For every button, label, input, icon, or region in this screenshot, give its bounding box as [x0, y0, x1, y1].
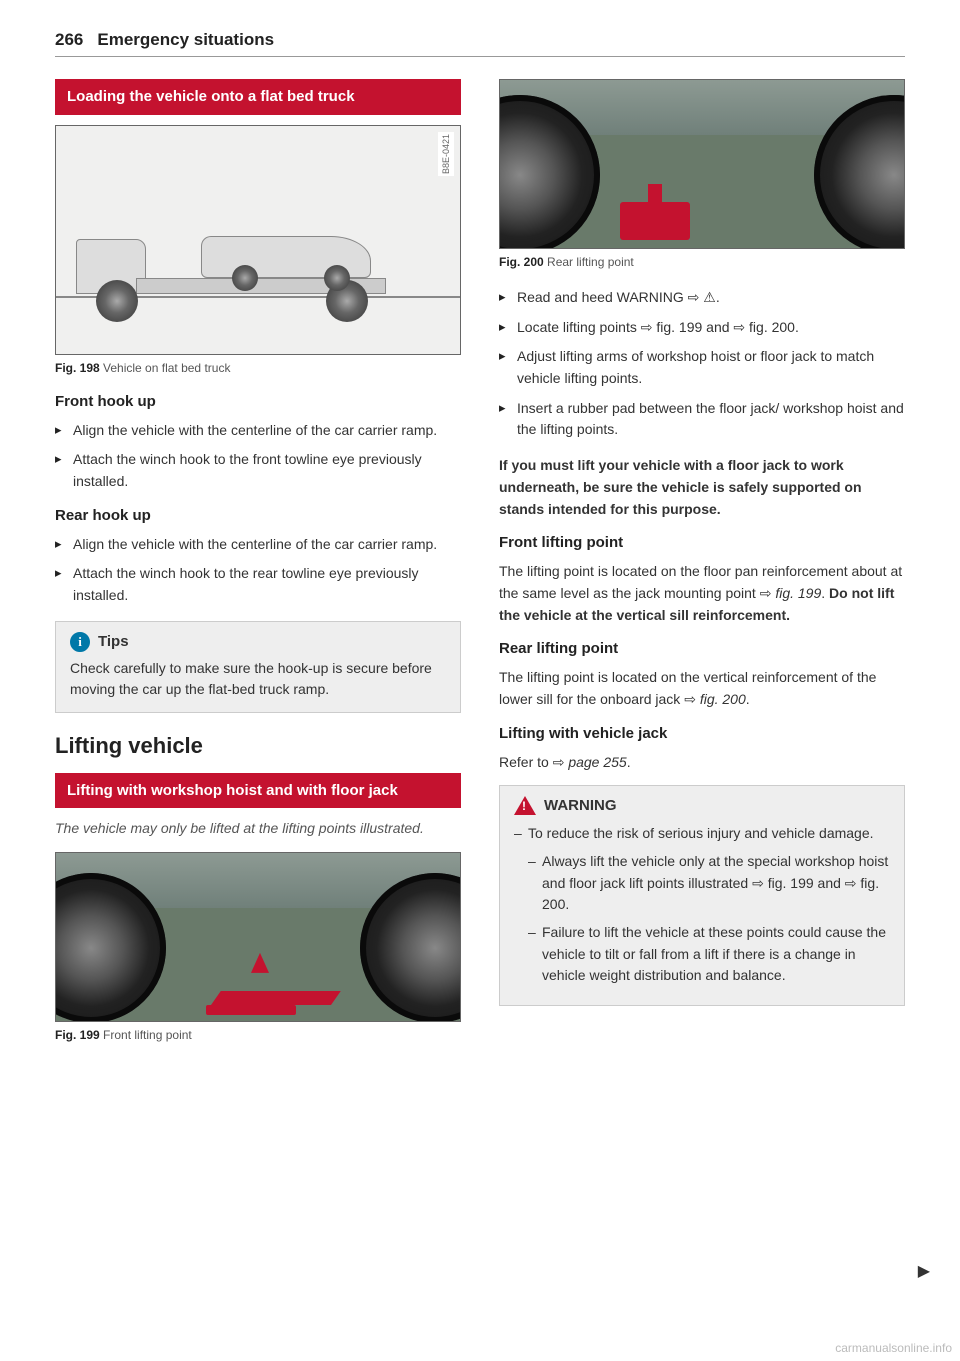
figure-200: B8K-2007 — [499, 79, 905, 249]
list-item: Insert a rubber pad between the floor ja… — [499, 398, 905, 441]
lifting-steps-list: Read and heed WARNING ⇨ ⚠. Locate liftin… — [499, 287, 905, 441]
warning-icon — [514, 796, 536, 815]
list-item: Read and heed WARNING ⇨ ⚠. — [499, 287, 905, 309]
page-header: 266 Emergency situations — [55, 30, 905, 57]
tips-title: Tips — [98, 633, 129, 650]
list-item: Attach the winch hook to the front towli… — [55, 449, 461, 492]
warning-item: Failure to lift the vehicle at these poi… — [528, 922, 890, 987]
figure-198: B8E-0421 — [55, 125, 461, 355]
figure-198-caption: Fig. 198 Vehicle on flat bed truck — [55, 361, 461, 375]
warning-callout: WARNING To reduce the risk of serious in… — [499, 785, 905, 1006]
figure-200-caption: Fig. 200 Rear lifting point — [499, 255, 905, 269]
section-heading-lifting: Lifting with workshop hoist and with flo… — [55, 773, 461, 809]
right-column: B8K-2007 Fig. 200 Rear lifting point Rea… — [499, 79, 905, 1060]
watermark-text: carmanualsonline.info — [835, 1341, 952, 1355]
front-lifting-heading: Front lifting point — [499, 534, 905, 551]
front-hookup-heading: Front hook up — [55, 393, 461, 410]
continue-arrow-icon: ▶ — [918, 1261, 930, 1281]
warning-item: Always lift the vehicle only at the spec… — [528, 851, 890, 916]
vehicle-jack-body: Refer to ⇨ page 255. — [499, 752, 905, 774]
front-lifting-body: The lifting point is located on the floo… — [499, 561, 905, 626]
front-hookup-list: Align the vehicle with the centerline of… — [55, 420, 461, 493]
page-number: 266 — [55, 30, 83, 50]
list-item: Adjust lifting arms of workshop hoist or… — [499, 346, 905, 389]
list-item: Align the vehicle with the centerline of… — [55, 420, 461, 442]
list-item: Attach the winch hook to the rear towlin… — [55, 563, 461, 606]
figure-199: B8K-2006 — [55, 852, 461, 1022]
figure-199-caption: Fig. 199 Front lifting point — [55, 1028, 461, 1042]
chapter-title: Emergency situations — [97, 30, 274, 50]
section-heading-flatbed: Loading the vehicle onto a flat bed truc… — [55, 79, 461, 115]
warning-intro: To reduce the risk of serious injury and… — [514, 823, 890, 845]
rear-hookup-list: Align the vehicle with the centerline of… — [55, 534, 461, 607]
tips-body: Check carefully to make sure the hook-up… — [70, 658, 446, 700]
vehicle-jack-heading: Lifting with vehicle jack — [499, 725, 905, 742]
tips-callout: i Tips Check carefully to make sure the … — [55, 621, 461, 713]
left-column: Loading the vehicle onto a flat bed truc… — [55, 79, 461, 1060]
rear-lifting-heading: Rear lifting point — [499, 640, 905, 657]
rear-hookup-heading: Rear hook up — [55, 507, 461, 524]
bold-warning-para: If you must lift your vehicle with a flo… — [499, 455, 905, 520]
list-item: Locate lifting points ⇨ fig. 199 and ⇨ f… — [499, 317, 905, 339]
info-icon: i — [70, 632, 90, 652]
figure-code-label: B8E-0421 — [438, 132, 454, 176]
lifting-lead-text: The vehicle may only be lifted at the li… — [55, 818, 461, 840]
warning-title: WARNING — [544, 797, 617, 814]
rear-lifting-body: The lifting point is located on the vert… — [499, 667, 905, 710]
lifting-vehicle-heading: Lifting vehicle — [55, 733, 461, 759]
list-item: Align the vehicle with the centerline of… — [55, 534, 461, 556]
